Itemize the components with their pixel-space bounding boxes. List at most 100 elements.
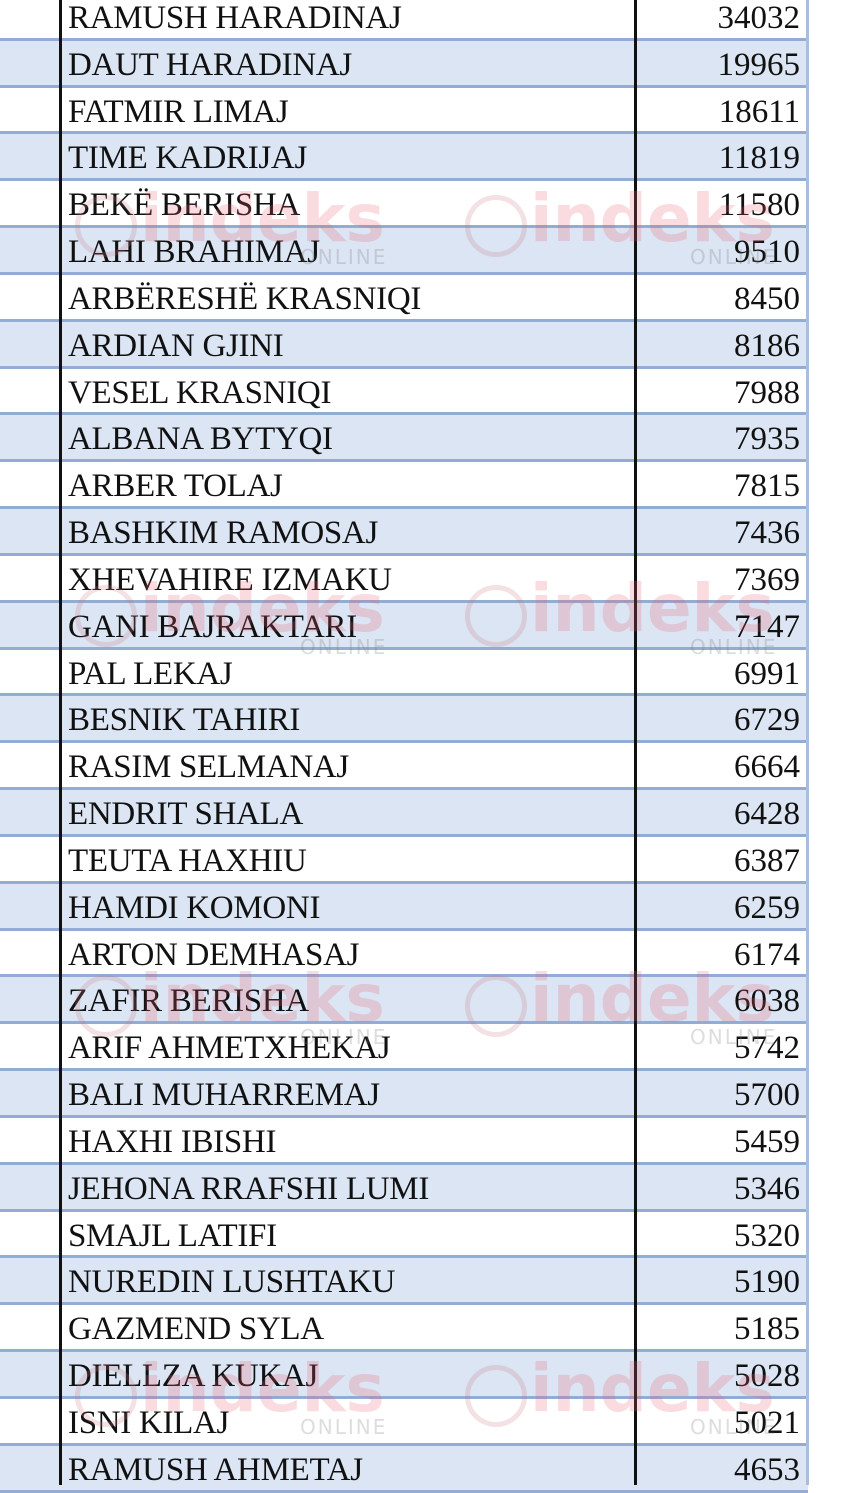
candidate-name: ENDRIT SHALA bbox=[68, 796, 304, 833]
vote-count: 5028 bbox=[734, 1358, 800, 1395]
candidate-name: DIELLZA KUKAJ bbox=[68, 1358, 318, 1395]
candidate-name: RAMUSH HARADINAJ bbox=[68, 0, 402, 36]
vote-count: 6991 bbox=[734, 655, 800, 692]
table-row: GANI BAJRAKTARI 7147 bbox=[0, 602, 808, 650]
candidate-name: BASHKIM RAMOSAJ bbox=[68, 515, 378, 552]
candidate-name: BESNIK TAHIRI bbox=[68, 702, 301, 739]
table-row: ARDIAN GJINI 8186 bbox=[0, 321, 808, 369]
candidate-name: ZAFIR BERISHA bbox=[68, 983, 309, 1020]
vote-count: 6174 bbox=[734, 936, 800, 973]
table-edge bbox=[806, 0, 809, 1485]
candidate-name: GAZMEND SYLA bbox=[68, 1311, 324, 1348]
vote-count: 7369 bbox=[734, 561, 800, 598]
candidate-name: ARTON DEMHASAJ bbox=[68, 936, 360, 973]
candidate-name: RAMUSH AHMETAJ bbox=[68, 1451, 363, 1488]
candidate-name: PAL LEKAJ bbox=[68, 655, 233, 692]
vote-count: 5346 bbox=[734, 1170, 800, 1207]
vote-count: 8450 bbox=[734, 280, 800, 317]
vote-count: 5021 bbox=[734, 1404, 800, 1441]
table-row: DAUT HARADINAJ 19965 bbox=[0, 40, 808, 88]
vote-count: 5742 bbox=[734, 1030, 800, 1067]
vote-count: 11580 bbox=[718, 187, 800, 224]
vote-count: 8186 bbox=[734, 327, 800, 364]
table-row: TIME KADRIJAJ 11819 bbox=[0, 134, 808, 182]
table-row: RAMUSH HARADINAJ 34032 bbox=[0, 0, 808, 41]
table-row: ARTON DEMHASAJ 6174 bbox=[0, 930, 808, 978]
vote-count: 7436 bbox=[734, 515, 800, 552]
table-row: BALI MUHARREMAJ 5700 bbox=[0, 1071, 808, 1118]
vote-count: 5190 bbox=[734, 1264, 800, 1301]
column-divider bbox=[634, 0, 637, 1485]
table-row: LAHI BRAHIMAJ 9510 bbox=[0, 228, 808, 275]
vote-count: 6729 bbox=[734, 702, 800, 739]
candidate-name: SMAJL LATIFI bbox=[68, 1217, 277, 1254]
table-row: HAXHI IBISHI 5459 bbox=[0, 1117, 808, 1165]
candidate-name: JEHONA RRAFSHI LUMI bbox=[68, 1170, 430, 1207]
vote-count: 6387 bbox=[734, 842, 800, 879]
vote-count: 5459 bbox=[734, 1123, 800, 1160]
candidate-name: BEKË BERISHA bbox=[68, 187, 300, 224]
table-row: RASIM SELMANAJ 6664 bbox=[0, 743, 808, 791]
vote-count: 34032 bbox=[717, 0, 801, 36]
candidate-name: ARBER TOLAJ bbox=[68, 468, 283, 505]
table-row: VESEL KRASNIQI 7988 bbox=[0, 368, 808, 416]
candidate-name: ARIF AHMETXHEKAJ bbox=[68, 1030, 391, 1067]
table-row: ISNI KILAJ 5021 bbox=[0, 1398, 808, 1446]
vote-count: 6664 bbox=[734, 749, 800, 786]
results-table: RAMUSH HARADINAJ 34032 DAUT HARADINAJ 19965… bbox=[0, 0, 808, 1493]
vote-count: 6038 bbox=[734, 983, 800, 1020]
candidate-name: NUREDIN LUSHTAKU bbox=[68, 1264, 396, 1301]
table-row: ZAFIR BERISHA 6038 bbox=[0, 977, 808, 1025]
candidate-name: DAUT HARADINAJ bbox=[68, 46, 352, 83]
candidate-name: VESEL KRASNIQI bbox=[68, 374, 332, 411]
table-row: BESNIK TAHIRI 6729 bbox=[0, 696, 808, 744]
candidate-name: ARBËRESHË KRASNIQI bbox=[68, 280, 422, 317]
vote-count: 19965 bbox=[717, 46, 801, 83]
candidate-name: LAHI BRAHIMAJ bbox=[68, 234, 320, 271]
table-row: RAMUSH AHMETAJ 4653 bbox=[0, 1445, 808, 1493]
table-row: ARIF AHMETXHEKAJ 5742 bbox=[0, 1024, 808, 1072]
table-row: ENDRIT SHALA 6428 bbox=[0, 790, 808, 837]
vote-count: 6428 bbox=[734, 796, 800, 833]
vote-count: 5185 bbox=[734, 1311, 800, 1348]
vote-count: 7988 bbox=[734, 374, 800, 411]
vote-count: 5700 bbox=[734, 1077, 800, 1114]
vote-count: 5320 bbox=[734, 1217, 800, 1254]
candidate-name: ISNI KILAJ bbox=[68, 1404, 230, 1441]
vote-count: 6259 bbox=[734, 889, 800, 926]
candidate-name: BALI MUHARREMAJ bbox=[68, 1077, 380, 1114]
table-row: GAZMEND SYLA 5185 bbox=[0, 1305, 808, 1353]
vote-count: 11819 bbox=[718, 140, 800, 177]
table-row: FATMIR LIMAJ 18611 bbox=[0, 87, 808, 135]
vote-count: 7935 bbox=[734, 421, 800, 458]
vote-count: 7147 bbox=[734, 608, 800, 645]
candidate-name: TEUTA HAXHIU bbox=[68, 842, 307, 879]
candidate-name: FATMIR LIMAJ bbox=[68, 93, 289, 130]
candidate-name: GANI BAJRAKTARI bbox=[68, 608, 357, 645]
table-row: ALBANA BYTYQI 7935 bbox=[0, 415, 808, 463]
table-row: SMAJL LATIFI 5320 bbox=[0, 1211, 808, 1259]
table-row: JEHONA RRAFSHI LUMI 5346 bbox=[0, 1164, 808, 1212]
table-row: PAL LEKAJ 6991 bbox=[0, 649, 808, 697]
table-row: HAMDI KOMONI 6259 bbox=[0, 883, 808, 931]
vote-count: 9510 bbox=[734, 234, 800, 271]
candidate-name: HAMDI KOMONI bbox=[68, 889, 321, 926]
vote-count: 4653 bbox=[734, 1451, 800, 1488]
table-row: NUREDIN LUSHTAKU 5190 bbox=[0, 1258, 808, 1306]
candidate-name: ARDIAN GJINI bbox=[68, 327, 284, 364]
table-row: DIELLZA KUKAJ 5028 bbox=[0, 1352, 808, 1399]
table-row: TEUTA HAXHIU 6387 bbox=[0, 836, 808, 884]
candidate-name: XHEVAHIRE IZMAKU bbox=[68, 561, 392, 598]
table-row: BEKË BERISHA 11580 bbox=[0, 181, 808, 229]
table-row: ARBER TOLAJ 7815 bbox=[0, 462, 808, 510]
vote-count: 7815 bbox=[734, 468, 800, 505]
table-row: XHEVAHIRE IZMAKU 7369 bbox=[0, 555, 808, 603]
candidate-name: RASIM SELMANAJ bbox=[68, 749, 349, 786]
column-divider bbox=[59, 0, 62, 1485]
vote-count: 18611 bbox=[718, 93, 800, 130]
table-row: BASHKIM RAMOSAJ 7436 bbox=[0, 509, 808, 556]
candidate-name: HAXHI IBISHI bbox=[68, 1123, 277, 1160]
table-row: ARBËRESHË KRASNIQI 8450 bbox=[0, 274, 808, 322]
candidate-name: ALBANA BYTYQI bbox=[68, 421, 333, 458]
candidate-name: TIME KADRIJAJ bbox=[68, 140, 308, 177]
